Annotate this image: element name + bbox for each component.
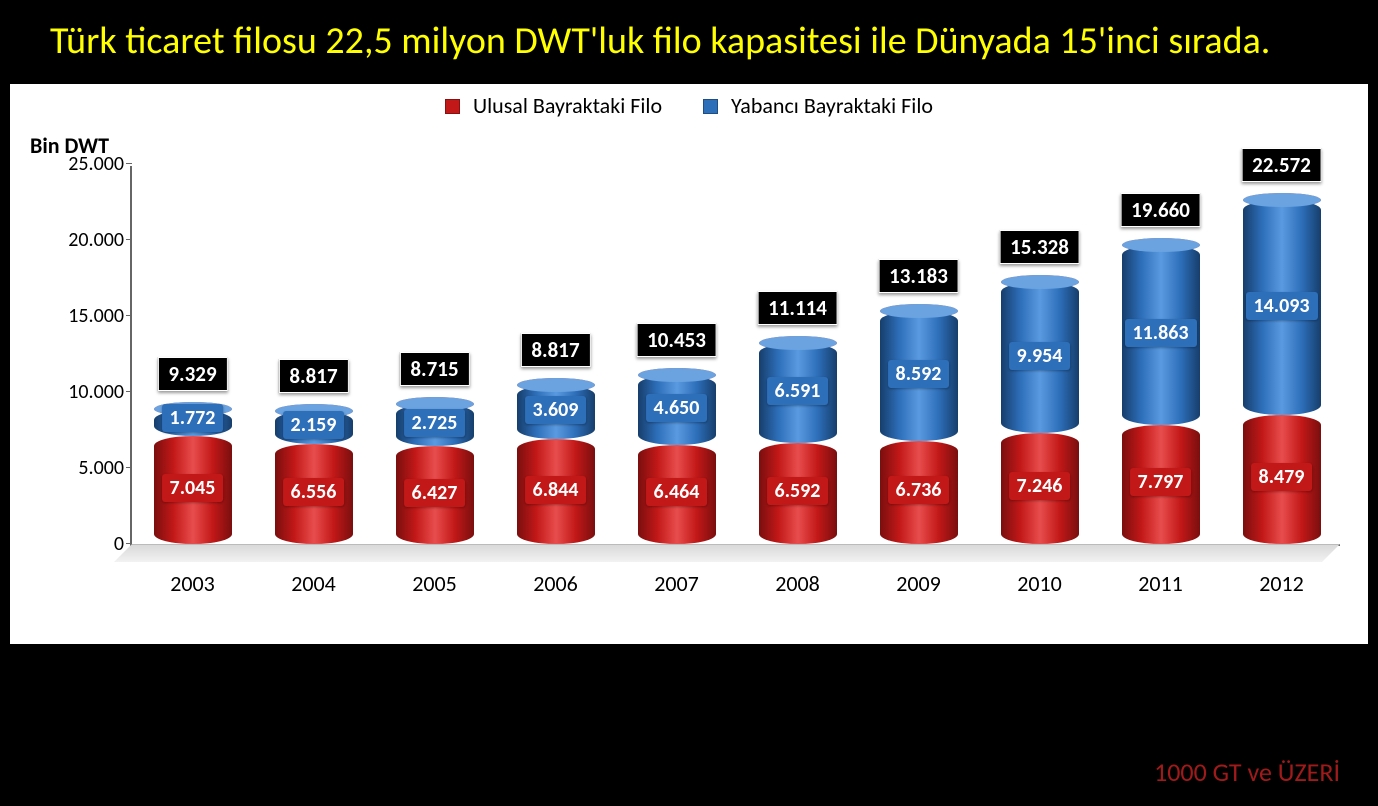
bar-value-label-yabanci: 2.159: [283, 411, 345, 439]
stacked-bar: 8.47914.09322.572: [1243, 200, 1321, 543]
chart-legend: Ulusal Bayraktaki Filo Yabancı Bayraktak…: [10, 84, 1368, 119]
bar-value-label-ulusal: 8.479: [1251, 463, 1313, 491]
y-tick-label: 15.000: [54, 304, 124, 328]
bar-value-label-yabanci: 2.725: [404, 409, 466, 437]
legend-swatch-yabanci: [703, 99, 718, 114]
x-tick-label: 2007: [629, 570, 725, 597]
bar-total-label: 8.715: [399, 352, 469, 386]
y-tick-label: 20.000: [54, 228, 124, 252]
bar-value-label-ulusal: 7.797: [1130, 468, 1192, 496]
x-tick-label: 2010: [992, 570, 1088, 597]
stacked-bar: 6.7368.59213.183: [880, 311, 958, 544]
x-tick-label: 2004: [266, 570, 362, 597]
stacked-bar: 6.5562.1598.817: [275, 411, 353, 543]
legend-item-ulusal: Ulusal Bayraktaki Filo: [445, 92, 662, 119]
stacked-bar: 6.5926.59111.114: [759, 343, 837, 543]
chart-floor: [114, 544, 1340, 562]
y-tick-label: 5.000: [54, 456, 124, 480]
legend-label-ulusal: Ulusal Bayraktaki Filo: [473, 92, 662, 119]
bar-value-label-yabanci: 11.863: [1124, 319, 1196, 347]
y-tick-label: 0: [54, 532, 124, 556]
bar-value-label-yabanci: 14.093: [1245, 292, 1317, 320]
bar-total-label: 19.660: [1120, 193, 1201, 227]
bar-value-label-yabanci: 1.772: [162, 404, 224, 432]
bar-value-label-ulusal: 6.592: [767, 477, 829, 505]
bar-total-label: 8.817: [520, 333, 590, 367]
y-tick-label: 25.000: [54, 152, 124, 176]
chart-panel: Ulusal Bayraktaki Filo Yabancı Bayraktak…: [10, 84, 1368, 644]
legend-item-yabanci: Yabancı Bayraktaki Filo: [703, 92, 933, 119]
bar-total-label: 8.817: [278, 359, 348, 393]
x-tick-label: 2012: [1234, 570, 1330, 597]
chart-plot-area: 05.00010.00015.00020.00025.00020037.0451…: [130, 166, 1340, 546]
bar-value-label-yabanci: 9.954: [1009, 342, 1071, 370]
slide-title: Türk ticaret filosu 22,5 milyon DWT'luk …: [0, 0, 1378, 84]
stacked-bar: 7.0451.7729.329: [154, 409, 232, 543]
x-tick-label: 2011: [1113, 570, 1209, 597]
bar-total-label: 11.114: [757, 291, 838, 325]
bar-value-label-ulusal: 7.246: [1009, 472, 1071, 500]
footer-note: 1000 GT ve ÜZERİ: [1154, 756, 1340, 788]
bar-total-label: 10.453: [636, 323, 717, 357]
legend-label-yabanci: Yabancı Bayraktaki Filo: [731, 92, 933, 119]
bar-value-label-ulusal: 7.045: [162, 474, 224, 502]
stacked-bar: 6.4644.65010.453: [638, 375, 716, 544]
bar-total-label: 9.329: [157, 357, 227, 391]
y-tick-label: 10.000: [54, 380, 124, 404]
bar-total-label: 13.183: [878, 259, 959, 293]
bar-value-label-ulusal: 6.844: [525, 476, 587, 504]
bar-value-label-yabanci: 8.592: [888, 360, 950, 388]
bar-value-label-ulusal: 6.464: [646, 478, 708, 506]
bar-total-label: 15.328: [999, 230, 1080, 264]
stacked-bar: 6.4272.7258.715: [396, 404, 474, 543]
stacked-bar: 7.79711.86319.660: [1122, 245, 1200, 544]
bar-value-label-yabanci: 6.591: [767, 377, 829, 405]
x-tick-label: 2008: [750, 570, 846, 597]
x-tick-label: 2009: [871, 570, 967, 597]
x-tick-label: 2005: [387, 570, 483, 597]
stacked-bar: 6.8443.6098.817: [517, 385, 595, 544]
bar-value-label-ulusal: 6.556: [283, 478, 345, 506]
x-tick-label: 2003: [145, 570, 241, 597]
bar-value-label-ulusal: 6.736: [888, 476, 950, 504]
bar-value-label-yabanci: 4.650: [646, 394, 708, 422]
stacked-bar: 7.2469.95415.328: [1001, 282, 1079, 543]
bar-value-label-ulusal: 6.427: [404, 479, 466, 507]
bar-value-label-yabanci: 3.609: [525, 396, 587, 424]
bar-total-label: 22.572: [1241, 148, 1322, 182]
legend-swatch-ulusal: [445, 99, 460, 114]
x-tick-label: 2006: [508, 570, 604, 597]
